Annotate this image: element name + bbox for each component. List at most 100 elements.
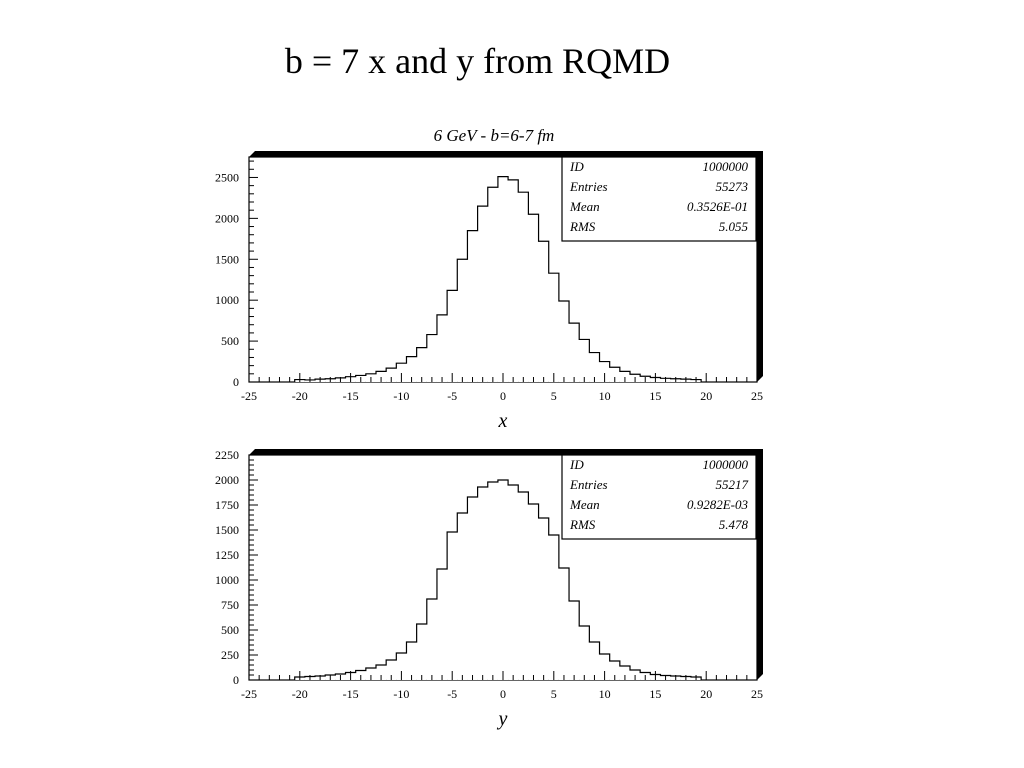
x-tick-label: -20 (292, 389, 308, 403)
histogram-bin (579, 626, 590, 680)
histogram-bin (518, 492, 529, 680)
histogram-bin (396, 653, 407, 680)
histogram-bin (528, 504, 539, 680)
histogram-bin (558, 568, 570, 680)
histogram-bin (447, 532, 458, 680)
stats-value: 1000000 (703, 457, 749, 472)
histogram-bin (619, 371, 630, 382)
histogram-bin (579, 339, 590, 382)
x-tick-label: -15 (343, 687, 359, 701)
histogram-bin (589, 352, 600, 382)
y-tick-label: 1750 (215, 498, 239, 512)
histogram-bin (457, 513, 468, 680)
histogram-bin (477, 206, 488, 382)
x-tick-label: 5 (551, 687, 557, 701)
stats-label: Entries (569, 179, 608, 194)
histogram-bin (457, 259, 468, 382)
y-tick-label: 0 (233, 673, 239, 687)
histogram-bin (386, 368, 397, 382)
histogram-bin (487, 187, 498, 382)
y-tick-label: 750 (221, 598, 239, 612)
x-tick-label: 10 (599, 389, 611, 403)
stats-label: Entries (569, 477, 608, 492)
x-tick-label: 10 (599, 687, 611, 701)
histogram-bin (376, 665, 387, 680)
histogram-bin (609, 367, 620, 382)
stats-value: 5.055 (719, 219, 749, 234)
stats-label: ID (569, 457, 584, 472)
histogram-outline (294, 176, 702, 382)
x-tick-label: -25 (241, 687, 257, 701)
histogram-bin (477, 487, 488, 680)
stats-box (561, 156, 757, 242)
x-tick-label: 25 (751, 687, 763, 701)
histogram-bin (436, 569, 448, 680)
x-tick-label: 15 (649, 389, 661, 403)
histogram-bin (396, 363, 407, 382)
histogram-bin (487, 482, 498, 680)
histogram-bin (619, 666, 630, 680)
histogram-y-panel: -25 -20 -15 -10 -5 0 5 10 15 20 250250500750100012… (215, 448, 763, 730)
x-tick-label: -15 (343, 389, 359, 403)
y-tick-label: 1500 (215, 523, 239, 537)
y-tick-label: 1250 (215, 548, 239, 562)
histogram-bin (599, 361, 610, 382)
stats-value: 0.3526E-01 (687, 199, 748, 214)
histogram-bin (599, 654, 610, 680)
stats-box (561, 454, 757, 540)
x-tick-label: -10 (393, 687, 409, 701)
slide-title: b = 7 x and y from RQMD (284, 41, 671, 81)
histogram-bin (447, 290, 458, 382)
x-tick-label: -25 (241, 389, 257, 403)
histogram-bin (508, 179, 519, 382)
chart-title: 6 GeV - b=6-7 fm (434, 126, 555, 145)
histogram-bin (569, 323, 580, 382)
x-axis-label: y (497, 708, 508, 730)
histogram-outline (294, 479, 702, 680)
histogram-bin (528, 214, 539, 382)
x-tick-label: 20 (700, 389, 712, 403)
histogram-bin (538, 518, 549, 680)
x-tick-label: 5 (551, 389, 557, 403)
x-tick-label: 15 (649, 687, 661, 701)
histogram-bin (548, 535, 559, 680)
histogram-bin (436, 314, 448, 382)
x-tick-label: 25 (751, 389, 763, 403)
histogram-bin (609, 661, 620, 680)
x-axis-label: x (498, 410, 508, 432)
histogram-bin (467, 230, 478, 382)
x-tick-label: 20 (700, 687, 712, 701)
stats-label: RMS (569, 517, 596, 532)
histogram-bin (426, 334, 437, 382)
y-tick-label: 500 (221, 334, 239, 348)
stats-value: 5.478 (719, 517, 749, 532)
stats-label: RMS (569, 219, 596, 234)
histogram-bin (497, 480, 509, 680)
histogram-bin (416, 347, 427, 382)
histogram-bin (497, 176, 509, 382)
histogram-bin (548, 273, 559, 382)
y-tick-label: 2500 (215, 170, 239, 184)
stats-value: 55217 (716, 477, 749, 492)
x-tick-label: -5 (447, 389, 457, 403)
y-tick-label: 2000 (215, 473, 239, 487)
stats-label: Mean (569, 199, 600, 214)
stats-label: Mean (569, 497, 600, 512)
x-tick-label: -5 (447, 687, 457, 701)
histogram-bin (406, 356, 417, 382)
histogram-bin (538, 241, 549, 382)
histogram-x-panel: -25 -20 -15 -10 -5 0 5 10 15 20 25 0 500 1000 1500 2000… (215, 151, 763, 432)
histogram-bin (589, 642, 600, 680)
histogram-bin (558, 301, 570, 382)
y-tick-label: 2250 (215, 448, 239, 462)
stats-value: 1000000 (703, 159, 749, 174)
y-tick-label: 1000 (215, 293, 239, 307)
histogram-bin (376, 371, 387, 382)
y-tick-label: 2000 (215, 211, 239, 225)
y-tick-label: 0 (233, 375, 239, 389)
histogram-bin (426, 599, 437, 680)
x-tick-label: 0 (500, 389, 506, 403)
y-tick-label: 1000 (215, 573, 239, 587)
y-tick-label: 500 (221, 623, 239, 637)
